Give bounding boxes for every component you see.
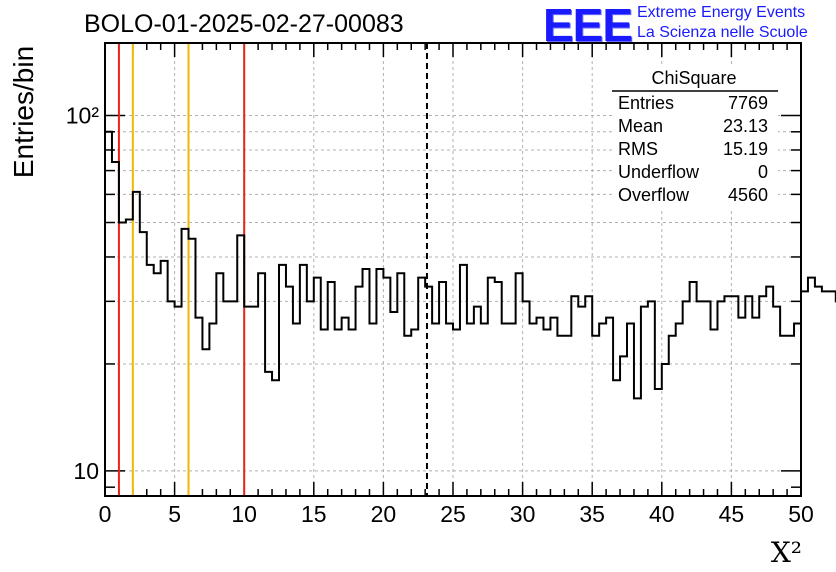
stats-label: Entries — [618, 93, 674, 113]
stats-value: 15.19 — [723, 139, 768, 159]
x-axis-label: X² — [771, 536, 802, 569]
y-tick-labels: 10 10² — [66, 103, 100, 484]
histogram-outline — [105, 130, 836, 400]
stats-value: 23.13 — [723, 116, 768, 136]
y-tick-label: 10 — [73, 458, 99, 484]
stats-label: Mean — [618, 116, 663, 136]
stats-value: 4560 — [728, 185, 768, 205]
x-tick-label: 5 — [168, 501, 181, 527]
x-tick-label: 0 — [99, 501, 112, 527]
stats-label: RMS — [618, 139, 658, 159]
x-tick-label: 25 — [440, 501, 466, 527]
x-tick-labels: 0 5 10 15 20 25 30 35 40 45 50 — [99, 501, 814, 527]
plot-frame — [104, 42, 802, 497]
stats-label: Overflow — [618, 185, 690, 205]
stats-box-background — [612, 65, 778, 211]
y-axis-label: Entries/bin — [8, 46, 39, 178]
y-tick-label: 10² — [66, 103, 100, 129]
x-tick-label: 10 — [231, 501, 257, 527]
logo-subtitle-1: Extreme Energy Events — [637, 4, 806, 21]
x-tick-label: 20 — [371, 501, 397, 527]
stats-value: 7769 — [728, 93, 768, 113]
x-tick-label: 40 — [649, 501, 675, 527]
stats-value: 0 — [758, 162, 768, 182]
x-tick-label: 30 — [510, 501, 536, 527]
chart-title: BOLO-01-2025-02-27-00083 — [84, 10, 404, 38]
grid — [105, 43, 801, 496]
stats-box-title: ChiSquare — [651, 68, 736, 88]
stats-label: Underflow — [618, 162, 700, 182]
x-tick-label: 15 — [301, 501, 327, 527]
x-tick-label: 50 — [788, 501, 814, 527]
x-tick-label: 35 — [579, 501, 605, 527]
stats-box: ChiSquare Entries 7769 Mean 23.13 RMS 15.19 Und… — [612, 65, 778, 211]
x-tick-label: 45 — [719, 501, 745, 527]
logo-subtitle-2: La Scienza nelle Scuole — [637, 24, 808, 41]
